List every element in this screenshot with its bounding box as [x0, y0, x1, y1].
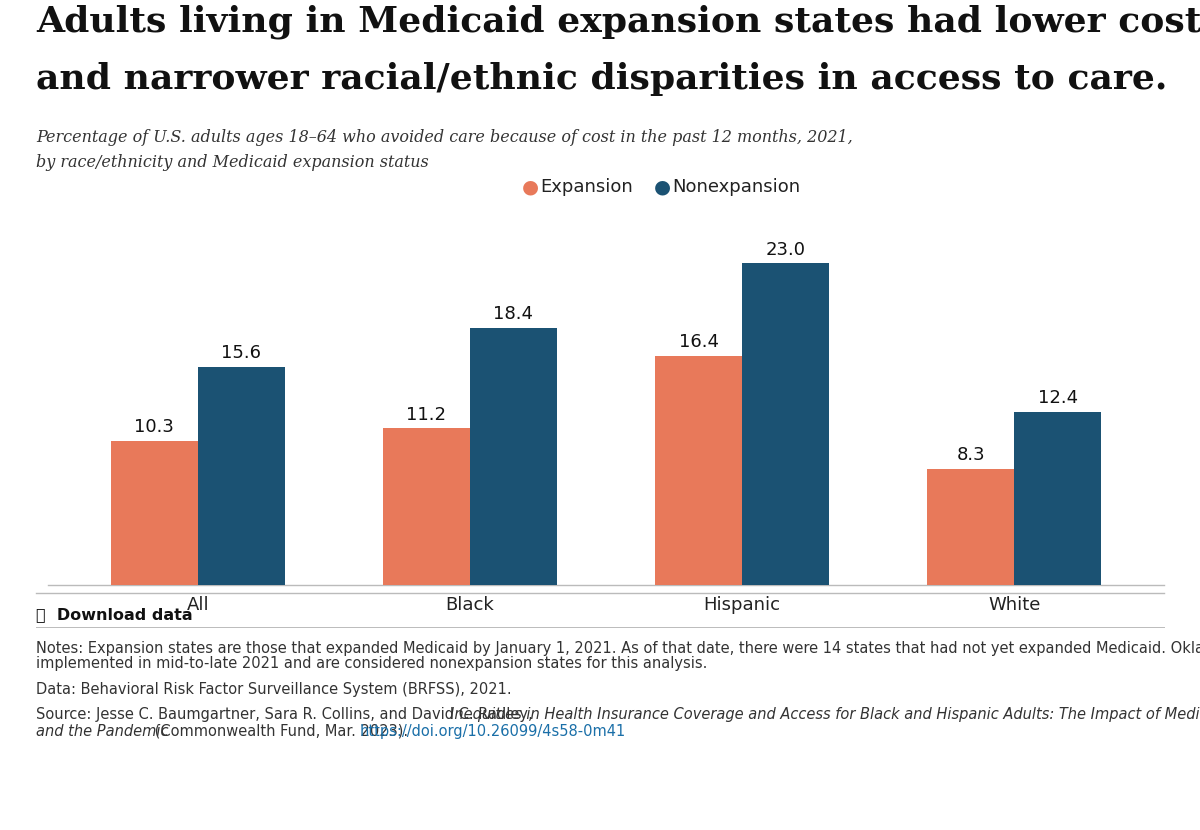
Text: 16.4: 16.4	[678, 333, 719, 351]
Text: implemented in mid-to-late 2021 and are considered nonexpansion states for this : implemented in mid-to-late 2021 and are …	[36, 656, 707, 671]
Bar	[383, 428, 470, 585]
Text: Source: Jesse C. Baumgartner, Sara R. Collins, and David C. Radley,: Source: Jesse C. Baumgartner, Sara R. Co…	[36, 707, 538, 722]
Text: 15.6: 15.6	[221, 344, 262, 362]
Text: 12.4: 12.4	[1038, 388, 1078, 407]
Text: 10.3: 10.3	[134, 418, 174, 437]
Bar	[198, 367, 284, 585]
Text: ●: ●	[522, 178, 539, 196]
Text: Nonexpansion: Nonexpansion	[672, 178, 800, 196]
Text: 11.2: 11.2	[407, 406, 446, 423]
Text: Adults living in Medicaid expansion states had lower cost-related access barrier: Adults living in Medicaid expansion stat…	[36, 4, 1200, 39]
Bar	[470, 328, 557, 585]
Bar	[1014, 412, 1102, 585]
Text: and the Pandemic: and the Pandemic	[36, 724, 168, 739]
Text: ●: ●	[654, 178, 671, 196]
Text: ⤓  Download data: ⤓ Download data	[36, 608, 193, 622]
Text: 18.4: 18.4	[493, 305, 534, 323]
Text: 23.0: 23.0	[766, 241, 805, 259]
Text: by race/ethnicity and Medicaid expansion status: by race/ethnicity and Medicaid expansion…	[36, 154, 428, 170]
Text: Expansion: Expansion	[540, 178, 632, 196]
Bar	[110, 441, 198, 585]
Text: Notes: Expansion states are those that expanded Medicaid by January 1, 2021. As : Notes: Expansion states are those that e…	[36, 641, 1200, 656]
Bar	[655, 356, 742, 585]
Text: and narrower racial/ethnic disparities in access to care.: and narrower racial/ethnic disparities i…	[36, 62, 1168, 96]
Bar	[928, 469, 1014, 585]
Text: Inequities in Health Insurance Coverage and Access for Black and Hispanic Adults: Inequities in Health Insurance Coverage …	[450, 707, 1200, 722]
Text: Percentage of U.S. adults ages 18–64 who avoided care because of cost in the pas: Percentage of U.S. adults ages 18–64 who…	[36, 129, 853, 145]
Text: https://doi.org/10.26099/4s58-0m41: https://doi.org/10.26099/4s58-0m41	[360, 724, 626, 739]
Text: Data: Behavioral Risk Factor Surveillance System (BRFSS), 2021.: Data: Behavioral Risk Factor Surveillanc…	[36, 682, 511, 697]
Bar	[742, 263, 829, 585]
Text: (Commonwealth Fund, Mar. 2023).: (Commonwealth Fund, Mar. 2023).	[150, 724, 413, 739]
Text: 8.3: 8.3	[956, 447, 985, 464]
